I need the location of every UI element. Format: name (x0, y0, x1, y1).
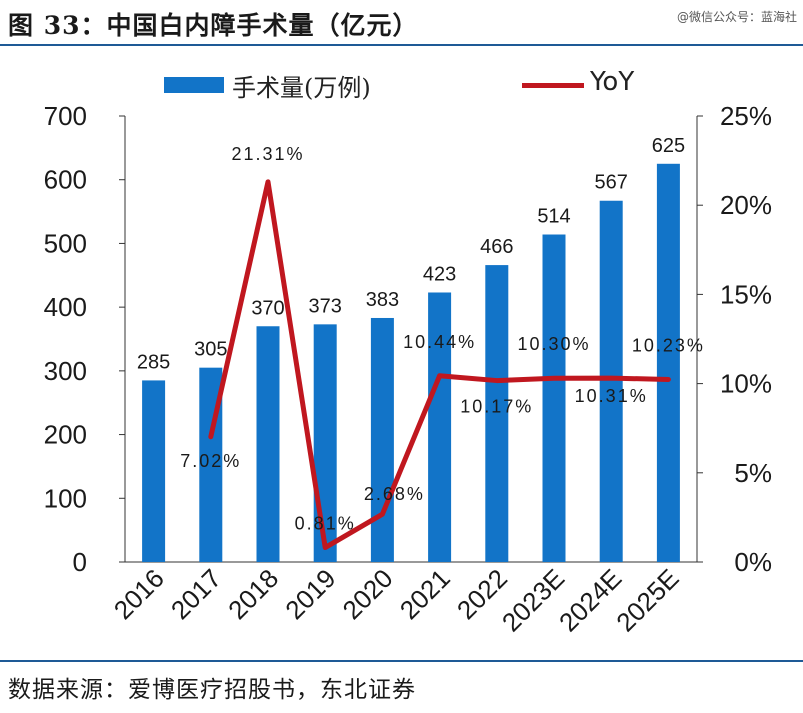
left-tick-label: 600 (44, 165, 87, 195)
left-tick-label: 300 (44, 356, 87, 386)
legend-swatch-line (522, 83, 584, 88)
legend-swatch-bars (164, 77, 224, 93)
right-tick-label: 10% (720, 369, 772, 399)
page-title: 图 33：中国白内障手术量（亿元） (8, 11, 419, 40)
chart: 0 100 200 300 400 500 600 700 0% 5% 10% 15% 20% 25% 28… (44, 101, 772, 637)
bar-value-label: 423 (423, 263, 456, 285)
bar (485, 265, 509, 562)
x-tick-label: 2017 (165, 563, 227, 625)
yoy-value-label: 10.31% (575, 386, 648, 406)
left-tick-label: 100 (44, 483, 87, 513)
x-tick-label: 2020 (337, 563, 399, 625)
yoy-value-label: 7.02% (180, 451, 241, 471)
bar-value-label: 373 (309, 295, 342, 317)
chart-legend: 手术量(万例) YoY (0, 62, 803, 102)
bar (370, 317, 394, 562)
bar-value-label: 305 (194, 339, 227, 361)
yoy-value-label: 10.23% (632, 335, 705, 355)
yoy-value-label: 10.17% (460, 397, 533, 417)
watermark: @微信公众号：蓝海社 (676, 10, 797, 24)
yoy-line (208, 179, 671, 551)
title-bar: 图 33：中国白内障手术量（亿元） @微信公众号：蓝海社 (0, 0, 803, 46)
yoy-value-label: 10.44% (403, 332, 476, 352)
right-tick-label: 5% (734, 458, 772, 488)
x-tick-label: 2023E (496, 563, 570, 637)
x-tick-label: 2016 (108, 563, 170, 625)
bar-value-label: 625 (652, 135, 685, 157)
bar-value-label: 383 (366, 289, 399, 311)
yoy-value-label: 0.81% (295, 514, 356, 534)
right-tick-label: 20% (720, 190, 772, 220)
source-note: 数据来源：爱博医疗招股书，东北证券 (8, 677, 416, 703)
bar-value-label: 567 (595, 172, 628, 194)
yoy-value-label: 10.30% (517, 334, 590, 354)
bar (142, 380, 166, 562)
yoy-value-label: 2.68% (364, 484, 425, 504)
x-tick-label: 2018 (222, 563, 284, 625)
legend-label-line: YoY (590, 67, 635, 97)
bar-value-label: 285 (137, 351, 170, 373)
left-tick-label: 0 (73, 547, 87, 577)
left-tick-label: 700 (44, 101, 87, 131)
yoy-value-label: 21.31% (231, 144, 304, 164)
bar (656, 163, 680, 562)
bar (599, 200, 623, 562)
left-tick-label: 500 (44, 228, 87, 258)
bar-value-label: 466 (480, 236, 513, 258)
bar-value-label: 514 (537, 206, 570, 228)
right-tick-label: 25% (720, 101, 772, 131)
legend-label-bars: 手术量(万例) (232, 74, 371, 102)
bar (256, 326, 280, 562)
bar (542, 234, 566, 562)
x-tick-label: 2019 (279, 563, 341, 625)
right-tick-label: 0% (734, 547, 772, 577)
x-tick-label: 2021 (394, 563, 456, 625)
x-tick-label: 2024E (553, 563, 627, 637)
bar-value-label: 370 (251, 297, 284, 319)
source-divider (0, 660, 803, 662)
right-tick-label: 15% (720, 279, 772, 309)
x-tick-label: 2025E (610, 563, 684, 637)
left-tick-label: 200 (44, 420, 87, 450)
left-tick-label: 400 (44, 292, 87, 322)
bar (428, 292, 452, 562)
